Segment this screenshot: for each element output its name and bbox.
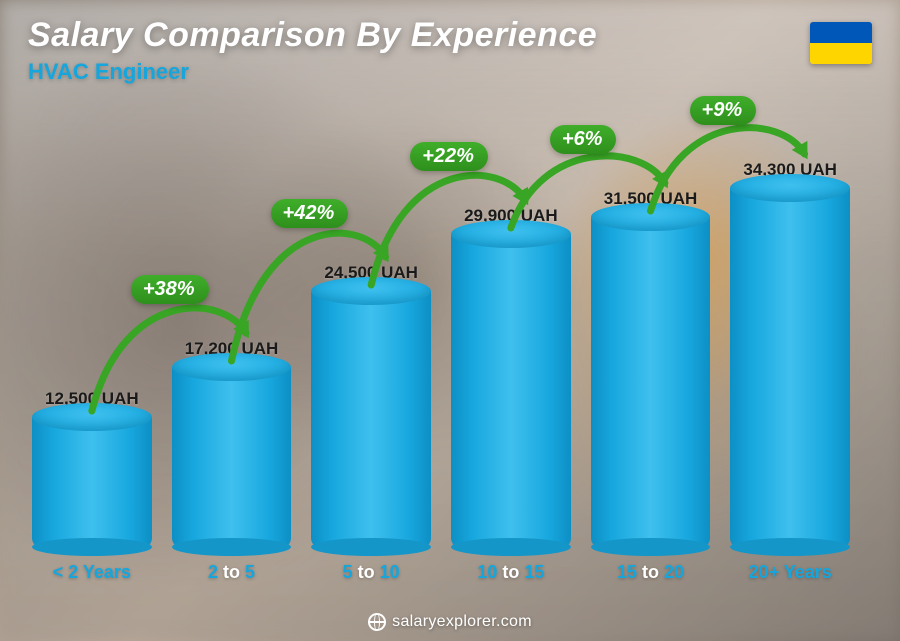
bar-cap	[730, 174, 850, 202]
bar-base	[451, 538, 571, 556]
increment-arrow-icon	[32, 120, 850, 583]
bar-body	[591, 217, 711, 548]
increment-badge: +9%	[690, 96, 757, 125]
bar-body	[172, 367, 292, 548]
bar	[730, 188, 850, 548]
bar-cap	[32, 403, 152, 431]
increment-badge: +6%	[550, 125, 617, 154]
flag-bottom	[810, 43, 872, 64]
bar-base	[172, 538, 292, 556]
bar-base	[591, 538, 711, 556]
increment-arrow-icon	[32, 120, 850, 583]
bar-category-label: 20+ Years	[749, 562, 832, 583]
bar-category-label: 15 to 20	[617, 562, 684, 583]
bar-body	[311, 291, 431, 548]
chart-title: Salary Comparison By Experience	[28, 16, 597, 55]
bar-slot: 31,500 UAH15 to 20	[591, 120, 711, 583]
increment-badge: +22%	[410, 142, 488, 171]
bar-category-label: 5 to 10	[343, 562, 400, 583]
increment-arrow-icon	[32, 120, 850, 583]
bar-category-label: 2 to 5	[208, 562, 255, 583]
bar-slot: 24,500 UAH5 to 10	[311, 120, 431, 583]
bar-category-label: < 2 Years	[53, 562, 131, 583]
bar-category-label: 10 to 15	[477, 562, 544, 583]
bar-body	[451, 234, 571, 548]
bar-body	[32, 417, 152, 548]
bar	[591, 217, 711, 548]
bar-base	[32, 538, 152, 556]
bar-cap	[591, 203, 711, 231]
bar-slot: 34,300 UAH20+ Years	[730, 120, 850, 583]
bar-slot: 29,900 UAH10 to 15	[451, 120, 571, 583]
globe-icon	[368, 613, 386, 631]
bar-chart: 12,500 UAH< 2 Years17,200 UAH2 to 524,50…	[32, 120, 850, 583]
bar-cap	[311, 277, 431, 305]
flag-top	[810, 22, 872, 43]
bar	[451, 234, 571, 548]
footer: salaryexplorer.com	[0, 613, 900, 631]
bar-cap	[172, 353, 292, 381]
bar-cap	[451, 220, 571, 248]
increment-badge: +38%	[131, 275, 209, 304]
bar-base	[311, 538, 431, 556]
header: Salary Comparison By Experience HVAC Eng…	[28, 16, 597, 85]
country-flag-icon	[810, 22, 872, 64]
infographic-container: Salary Comparison By Experience HVAC Eng…	[0, 0, 900, 641]
increment-badge: +42%	[271, 199, 349, 228]
footer-text: salaryexplorer.com	[392, 613, 532, 631]
bar	[311, 291, 431, 548]
increment-arrow-icon	[32, 120, 850, 583]
increment-arrow-icon	[32, 120, 850, 583]
chart-subtitle: HVAC Engineer	[28, 59, 597, 85]
bar-body	[730, 188, 850, 548]
bar	[172, 367, 292, 548]
bar-slot: 12,500 UAH< 2 Years	[32, 120, 152, 583]
bar-slot: 17,200 UAH2 to 5	[172, 120, 292, 583]
bar	[32, 417, 152, 548]
bar-base	[730, 538, 850, 556]
